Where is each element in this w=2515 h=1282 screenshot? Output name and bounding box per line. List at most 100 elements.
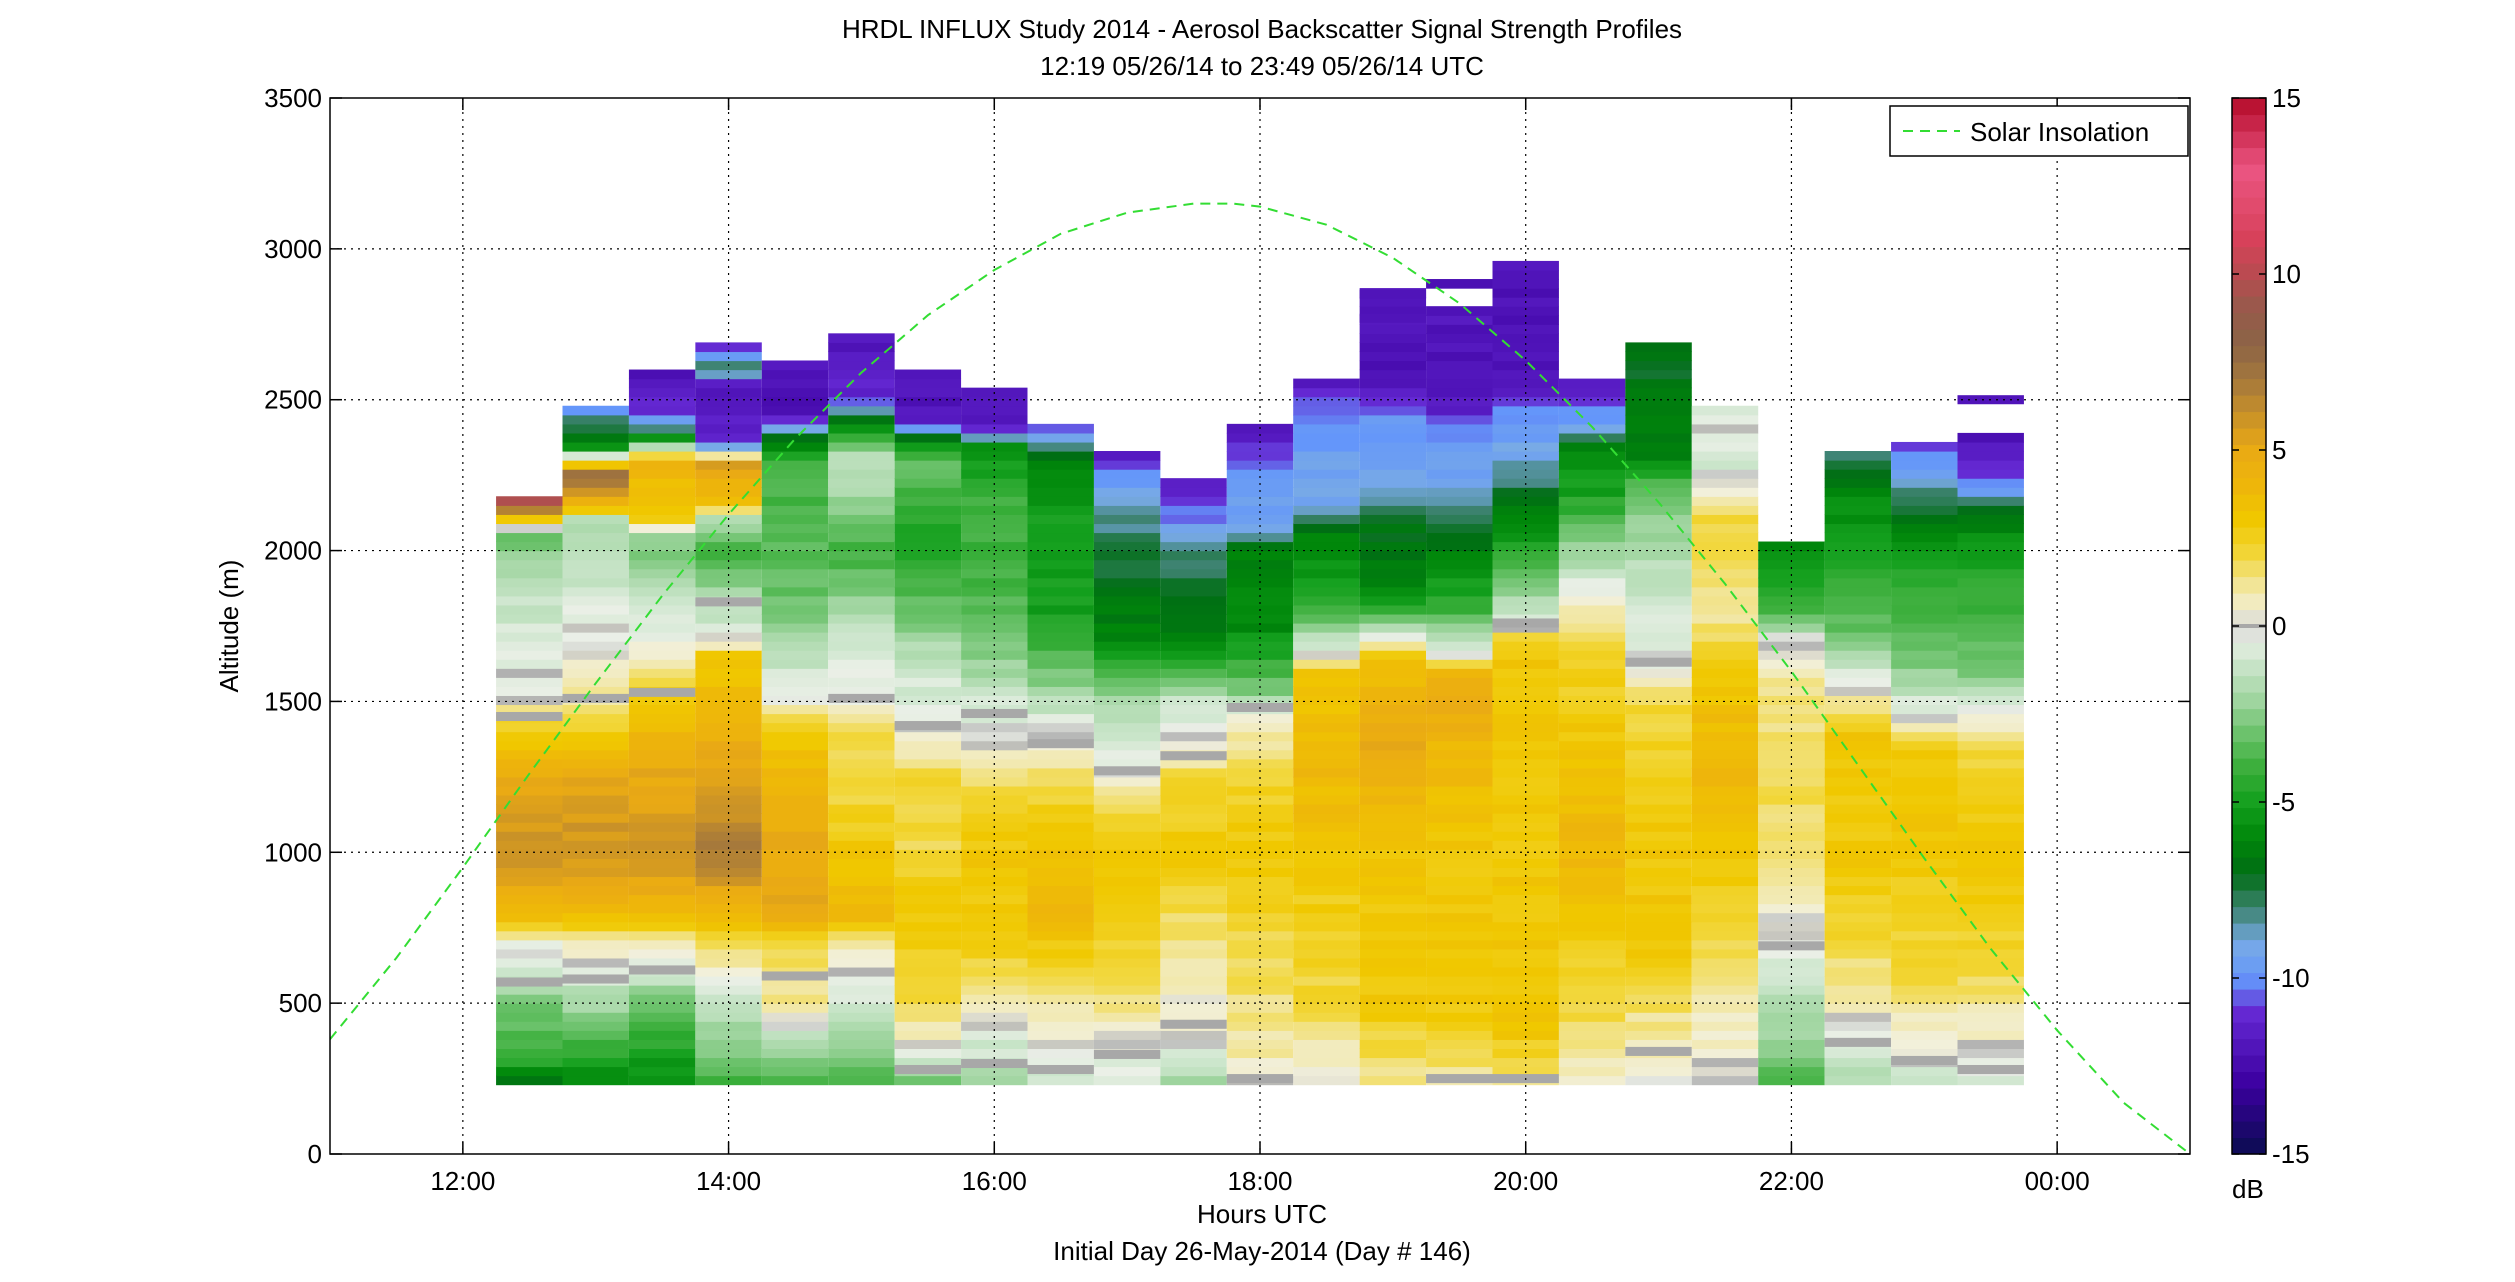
heatmap-cell [1492,704,1559,715]
heatmap-cell [1691,677,1759,687]
heatmap-cell [1359,559,1427,570]
heatmap-cell [1691,867,1759,878]
heatmap-cell [1824,1030,1892,1040]
heatmap-cell [1957,1021,2024,1031]
heatmap-cell [1492,921,1559,932]
heatmap-cell [1625,677,1692,687]
heatmap-cell [1957,939,2024,950]
heatmap-cell [1160,514,1227,525]
colorbar-band [2232,378,2266,396]
heatmap-cell [562,813,629,823]
heatmap-cell [761,414,829,425]
heatmap-cell [1492,550,1559,561]
heatmap-cell [1758,1003,1825,1013]
heatmap-cell [1492,985,1559,995]
heatmap-cell [562,840,629,850]
profile-column [1824,451,1892,1086]
colorbar-band [2232,213,2266,231]
heatmap-cell [1293,722,1360,733]
heatmap-cell [894,876,962,887]
heatmap-cell [496,577,563,588]
heatmap-cell [1027,840,1094,850]
heatmap-cell [1824,550,1892,561]
heatmap-cell [894,659,962,669]
heatmap-cell [828,686,895,696]
heatmap-cell [1691,550,1759,561]
heatmap-cell [1027,451,1094,461]
heatmap-cell [1824,957,1892,968]
heatmap-cell [1160,541,1227,552]
colorbar-band [2232,890,2266,908]
heatmap-cell-zero [1093,1049,1161,1059]
heatmap-cell [1625,831,1692,841]
heatmap-cell [1426,360,1493,371]
heatmap-cell [961,559,1028,570]
heatmap-cell [1293,595,1360,606]
legend-label-solar-insolation: Solar Insolation [1970,117,2149,147]
heatmap-cell [1359,785,1427,796]
heatmap-cell [1027,432,1094,443]
heatmap-cell [1957,541,2024,552]
heatmap-cell [1093,1075,1161,1086]
heatmap-cell [1691,704,1759,715]
heatmap-cell [1359,1030,1427,1040]
heatmap-cell [1691,668,1759,678]
heatmap-cell [1758,831,1825,841]
heatmap-cell [761,776,829,787]
heatmap-cell [1625,622,1692,633]
heatmap-cell [1558,496,1626,506]
heatmap-cell [1093,632,1161,642]
heatmap-cell-zero [1160,751,1227,761]
heatmap-cell [1093,650,1161,660]
heatmap-cell [1492,559,1559,570]
heatmap-cell [628,568,696,579]
heatmap-cell [1558,975,1626,986]
heatmap-cell [1293,1012,1360,1022]
heatmap-cell [961,686,1028,696]
heatmap-cell [562,957,629,968]
profile-column [562,405,629,1086]
heatmap-cell [1359,432,1427,443]
heatmap-cell [1891,867,1958,878]
heatmap-cell [1625,849,1692,859]
heatmap-cell [562,523,629,534]
heatmap-cell [695,559,762,570]
heatmap-cell [628,586,696,597]
heatmap-cell [1691,758,1759,769]
heatmap-cell [1691,1021,1759,1031]
heatmap-cell [1093,541,1161,552]
heatmap-cell [1957,885,2024,896]
heatmap-cell [1359,813,1427,823]
heatmap-cell [1824,686,1892,696]
heatmap-cell [1426,441,1493,452]
heatmap-cell [1957,441,2024,452]
heatmap-cell [695,432,762,443]
colorbar-band [2232,263,2266,281]
heatmap-cell [1891,604,1958,615]
heatmap-cell [1492,632,1559,642]
heatmap-cell [1426,767,1493,778]
heatmap-cell [1293,622,1360,633]
heatmap-cell [1558,776,1626,787]
heatmap-cell [496,523,563,534]
heatmap-cell [1293,713,1360,724]
heatmap-cell [562,894,629,905]
heatmap-cell [1027,749,1094,760]
heatmap-cell-zero [1426,1074,1493,1084]
heatmap-cell [1093,867,1161,878]
series-layer [330,202,2190,1154]
heatmap-cell [695,985,762,995]
heatmap-cell [1492,659,1559,669]
colorbar-band [2232,626,2266,644]
heatmap-cell [1359,568,1427,579]
heatmap-cell [894,1030,962,1040]
profile-column [1226,423,1294,1086]
heatmap-cell [1027,975,1094,986]
heatmap-cell [1160,957,1227,968]
heatmap-cell [1093,613,1161,624]
heatmap-cell [628,1066,696,1077]
heatmap-cell [1824,813,1892,823]
heatmap-cell [1957,650,2024,660]
heatmap-cell [1492,1012,1559,1022]
heatmap-cell [1891,731,1958,742]
